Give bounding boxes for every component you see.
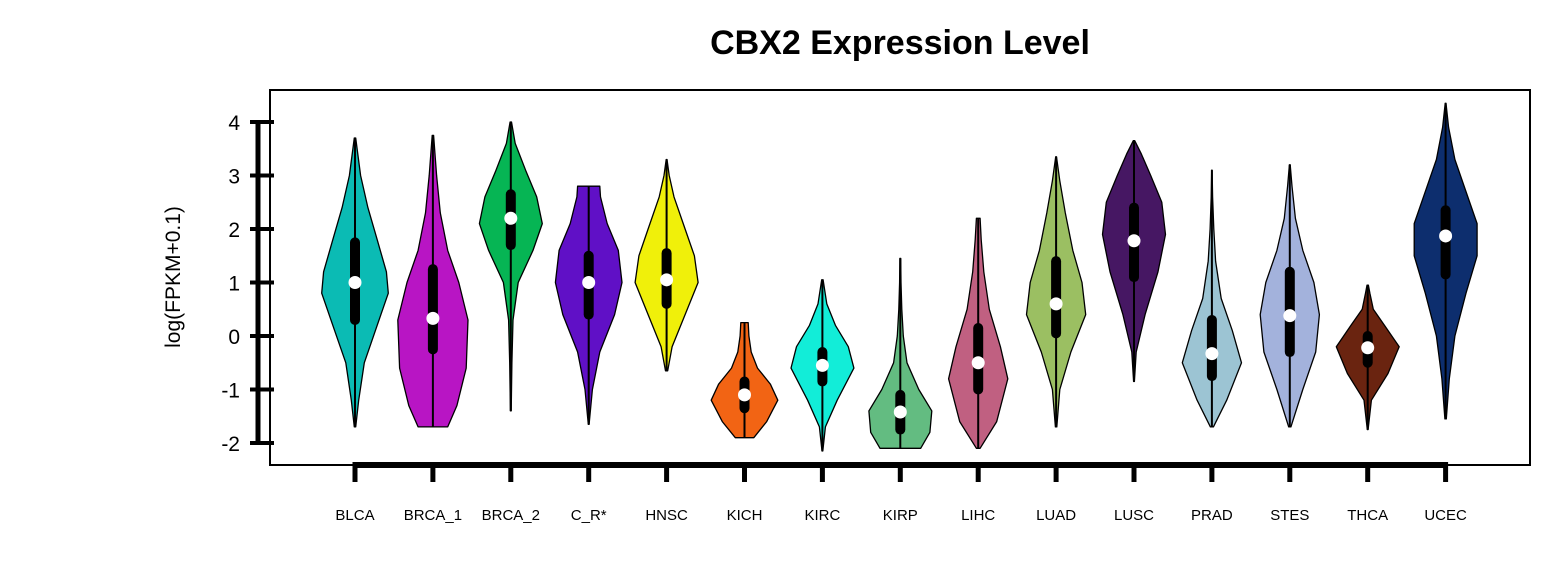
- x-tick-label: PRAD: [1191, 507, 1233, 524]
- y-tick-label: -1: [221, 380, 240, 403]
- violin-median: [1205, 347, 1219, 361]
- violin-blca: [321, 137, 389, 428]
- y-axis-label: log(FPKM+0.1): [162, 206, 185, 348]
- violin-c-r-: [554, 185, 623, 425]
- violin-stes: [1259, 164, 1321, 428]
- x-tick-label: UCEC: [1424, 507, 1467, 524]
- violin-median: [738, 388, 751, 402]
- x-tick-label: HNSC: [645, 507, 688, 524]
- y-tick-label: -2: [221, 433, 240, 456]
- x-tick-label: KIRC: [804, 507, 840, 524]
- violin-median: [971, 356, 985, 370]
- violin-prad: [1181, 169, 1243, 428]
- x-tick-label: LIHC: [961, 507, 995, 524]
- violin-kirc: [790, 279, 855, 452]
- violin-thca: [1335, 284, 1400, 431]
- violin-kirp: [868, 257, 933, 449]
- violin-median: [582, 276, 596, 289]
- violin-hnsc: [634, 158, 699, 372]
- violin-median: [815, 358, 829, 372]
- violin-median: [1283, 309, 1297, 323]
- x-tick-label: LUSC: [1114, 507, 1154, 524]
- violin-median: [1439, 229, 1453, 243]
- y-tick-label: 3: [228, 166, 240, 189]
- x-tick-label: BRCA_1: [404, 507, 462, 524]
- violin-median: [893, 405, 907, 419]
- y-axis: -2 -1 0 1 2 3 4: [221, 112, 274, 456]
- y-tick-label: 2: [228, 219, 240, 242]
- x-tick-label: KICH: [727, 507, 763, 524]
- x-tick-label: KIRP: [883, 507, 918, 524]
- violin-kich: [710, 321, 779, 439]
- y-tick-label: 0: [228, 326, 240, 349]
- violin-lihc: [947, 217, 1009, 449]
- violin-median: [348, 276, 362, 289]
- x-tick-label: BRCA_2: [482, 507, 540, 524]
- violin-median: [660, 273, 674, 287]
- x-tick-label: BLCA: [335, 507, 374, 524]
- violin-median: [1049, 297, 1063, 311]
- x-tick-label: LUAD: [1036, 507, 1076, 524]
- violin-brca-1: [397, 134, 469, 428]
- violin-ucec: [1413, 102, 1478, 420]
- violin-luad: [1025, 156, 1087, 428]
- y-tick-label: 1: [228, 273, 240, 296]
- violin-median: [1127, 234, 1141, 248]
- violin-brca-2: [478, 121, 543, 412]
- x-tick-label: THCA: [1347, 507, 1388, 524]
- x-tick-label: STES: [1270, 507, 1309, 524]
- x-tick-label: C_R*: [571, 507, 607, 524]
- violin-lusc: [1101, 140, 1167, 383]
- x-axis: BLCA BRCA_1 BRCA_2 C_R* HNSC KICH KIRC KIRP LIHC…: [335, 462, 1467, 524]
- y-tick-label: 4: [228, 112, 240, 135]
- violin-median: [426, 311, 440, 325]
- chart-title: CBX2 Expression Level: [710, 24, 1090, 62]
- violin-median: [1361, 341, 1375, 355]
- violin-median: [504, 211, 518, 225]
- violins: [321, 102, 1478, 452]
